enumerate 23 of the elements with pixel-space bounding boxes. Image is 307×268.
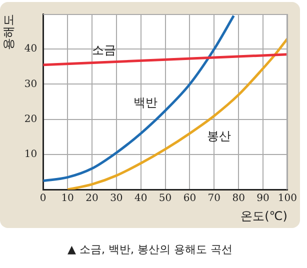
x-tick-label: 50 [158,193,172,204]
x-tick-label: 40 [134,193,148,204]
series-label: 백반 [134,96,158,110]
x-tick-label: 90 [256,193,270,204]
text: ▲ 소금, 백반, 봉산의 용해도 곡선 [66,242,234,257]
line-series [66,37,288,190]
x-tick-label: 60 [183,193,196,204]
series-label: 소금 [92,43,116,57]
series-label: 봉산 [207,129,232,144]
line-series [43,14,235,182]
x-tick-label: 20 [86,193,98,204]
y-tick-label: 10 [24,149,38,160]
y-tick-label: 40 [24,44,38,55]
x-tick-label: 10 [61,193,74,204]
x-tick-label: 70 [208,193,221,204]
y-axis-title: 용해도 [1,14,16,50]
y-tick-label: 20 [24,114,38,125]
x-tick-label: 100 [278,193,298,204]
x-tick-label: 80 [232,193,245,204]
x-tick-label: 0 [40,193,46,204]
y-tick-label: 30 [24,78,38,90]
x-axis-title: 온도(℃) [240,208,288,223]
x-tick-label: 30 [110,193,123,204]
